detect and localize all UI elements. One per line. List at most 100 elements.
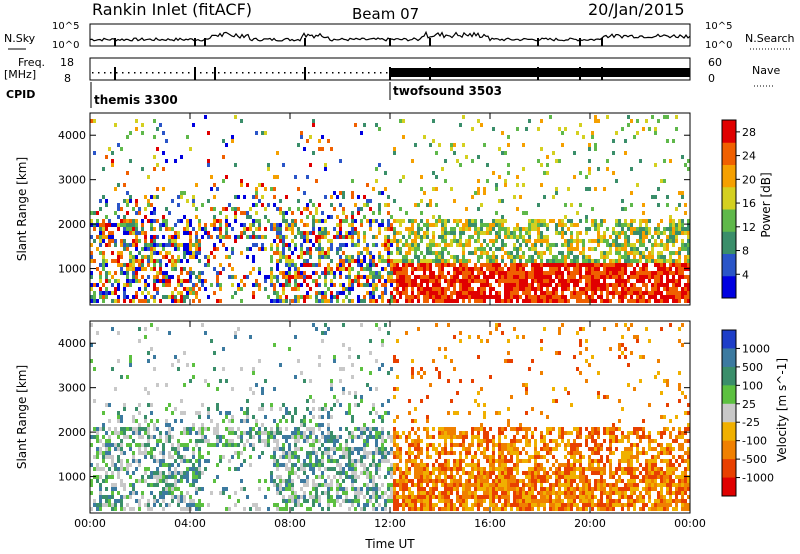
- heat-cell: [462, 251, 465, 255]
- heat-cell: [519, 227, 522, 231]
- heat-cell: [258, 439, 261, 443]
- freq-dot: [362, 72, 364, 74]
- heat-cell: [123, 295, 126, 299]
- heat-cell: [213, 183, 216, 187]
- heat-cell: [420, 367, 423, 371]
- heat-cell: [594, 147, 597, 151]
- heat-cell: [624, 207, 627, 211]
- heat-cell: [180, 499, 183, 503]
- heat-cell: [684, 211, 687, 215]
- heat-cell: [378, 259, 381, 263]
- heat-cell: [192, 203, 195, 207]
- heat-cell: [405, 435, 408, 439]
- heat-cell: [180, 455, 183, 459]
- heat-cell: [429, 251, 432, 255]
- heat-cell: [669, 235, 672, 239]
- heat-cell: [345, 487, 348, 491]
- heat-cell: [429, 223, 432, 227]
- heat-cell: [171, 471, 174, 475]
- heat-cell: [438, 251, 441, 255]
- heat-cell: [345, 443, 348, 447]
- heat-cell: [396, 499, 399, 503]
- heat-cell: [264, 227, 267, 231]
- heat-cell: [216, 427, 219, 431]
- heat-cell: [564, 263, 567, 267]
- heat-cell: [354, 507, 357, 511]
- heat-cell: [657, 187, 660, 191]
- heat-cell: [306, 231, 309, 235]
- heat-cell: [561, 235, 564, 239]
- heat-cell: [558, 275, 561, 279]
- heat-cell: [405, 259, 408, 263]
- heat-cell: [201, 487, 204, 491]
- heat-cell: [675, 227, 678, 231]
- heat-cell: [411, 451, 414, 455]
- heat-cell: [675, 271, 678, 275]
- heat-cell: [99, 487, 102, 491]
- heat-cell: [480, 219, 483, 223]
- heat-cell: [207, 263, 210, 267]
- heat-cell: [666, 275, 669, 279]
- heat-cell: [453, 267, 456, 271]
- heat-cell: [99, 207, 102, 211]
- heat-cell: [411, 427, 414, 431]
- heat-cell: [402, 267, 405, 271]
- heat-cell: [228, 439, 231, 443]
- heat-cell: [681, 219, 684, 223]
- heat-cell: [330, 291, 333, 295]
- heat-cell: [153, 235, 156, 239]
- heat-cell: [270, 479, 273, 483]
- heat-cell: [387, 495, 390, 499]
- heat-cell: [624, 231, 627, 235]
- heat-cell: [123, 247, 126, 251]
- heat-cell: [555, 263, 558, 267]
- heat-cell: [384, 267, 387, 271]
- heat-cell: [366, 491, 369, 495]
- heat-cell: [363, 451, 366, 455]
- heat-cell: [381, 243, 384, 247]
- heat-cell: [123, 435, 126, 439]
- heat-cell: [255, 283, 258, 287]
- heat-cell: [519, 271, 522, 275]
- heat-cell: [150, 219, 153, 223]
- heat-cell: [228, 275, 231, 279]
- heat-cell: [546, 259, 549, 263]
- heat-cell: [357, 403, 360, 407]
- heat-cell: [177, 451, 180, 455]
- heat-cell: [528, 287, 531, 291]
- heat-cell: [672, 279, 675, 283]
- heat-cell: [147, 427, 150, 431]
- heat-cell: [471, 483, 474, 487]
- heat-cell: [153, 295, 156, 299]
- heat-cell: [339, 367, 342, 371]
- heat-cell: [162, 271, 165, 275]
- heat-cell: [165, 491, 168, 495]
- heat-cell: [282, 251, 285, 255]
- heat-cell: [303, 423, 306, 427]
- heat-cell: [132, 231, 135, 235]
- heat-cell: [378, 495, 381, 499]
- heat-cell: [351, 235, 354, 239]
- heat-cell: [639, 235, 642, 239]
- heat-cell: [486, 263, 489, 267]
- heat-cell: [525, 227, 528, 231]
- heat-cell: [492, 271, 495, 275]
- heat-cell: [336, 491, 339, 495]
- heat-cell: [636, 247, 639, 251]
- heat-cell: [360, 447, 363, 451]
- heat-cell: [357, 259, 360, 263]
- heat-cell: [213, 227, 216, 231]
- heat-cell: [450, 299, 453, 303]
- heat-cell: [480, 499, 483, 503]
- heat-cell: [327, 415, 330, 419]
- heat-cell: [300, 263, 303, 267]
- heat-cell: [621, 267, 624, 271]
- heat-cell: [474, 487, 477, 491]
- heat-cell: [390, 267, 393, 271]
- heat-cell: [528, 239, 531, 243]
- heat-cell: [321, 231, 324, 235]
- heat-cell: [108, 223, 111, 227]
- heat-cell: [381, 435, 384, 439]
- heat-cell: [681, 267, 684, 271]
- heat-cell: [468, 287, 471, 291]
